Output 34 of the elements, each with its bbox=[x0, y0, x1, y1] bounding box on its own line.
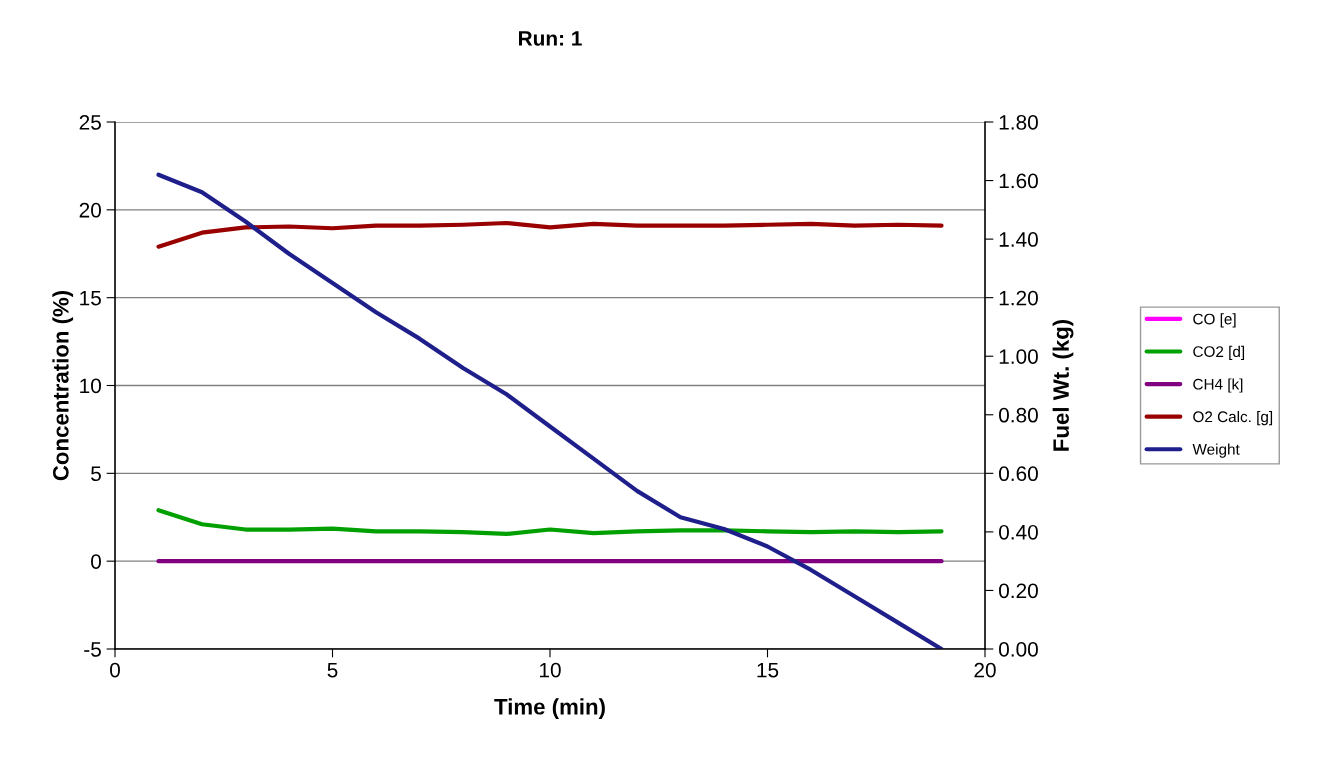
y-tick-label: -5 bbox=[84, 642, 101, 657]
y2-tick-label: 1.00 bbox=[999, 349, 1038, 364]
y-axis-title: Concentration (%) bbox=[52, 290, 74, 481]
y2-tick-label: 1.60 bbox=[999, 173, 1038, 189]
y-tick-label: 25 bbox=[79, 115, 101, 130]
x-tick-label: 10 bbox=[540, 662, 561, 678]
line-series bbox=[156, 172, 944, 649]
y2-tick-label: 1.40 bbox=[999, 232, 1038, 247]
y2-axis-title: Fuel Wt. (kg) bbox=[1052, 319, 1074, 451]
legend-label: Weight bbox=[1192, 443, 1240, 458]
line-series bbox=[156, 508, 944, 537]
x-tick-label: 5 bbox=[327, 662, 338, 678]
chart-title: Run: 1 bbox=[518, 31, 582, 46]
x-tick-label: 15 bbox=[757, 662, 779, 678]
y2-tick-label: 0.60 bbox=[999, 466, 1038, 482]
y-tick-label: 20 bbox=[79, 202, 101, 218]
legend-label: CO2 [d] bbox=[1193, 345, 1245, 361]
x-tick-label: 0 bbox=[110, 662, 120, 678]
y2-tick-label: 0.40 bbox=[999, 524, 1038, 540]
y-tick-label: 10 bbox=[80, 378, 101, 394]
legend-label: CH4 [k] bbox=[1193, 378, 1243, 393]
y2-tick-label: 1.20 bbox=[999, 290, 1038, 306]
y2-tick-label: 0.20 bbox=[999, 583, 1038, 599]
y-tick-label: 5 bbox=[91, 466, 101, 482]
legend-label: CO [e] bbox=[1193, 313, 1236, 328]
y-tick-label: 0 bbox=[91, 554, 101, 569]
x-axis-title: Time (min) bbox=[494, 698, 605, 719]
y-tick-label: 15 bbox=[80, 290, 101, 306]
legend-label: O2 Calc. [g] bbox=[1193, 410, 1273, 426]
x-tick-label: 20 bbox=[974, 662, 996, 678]
y2-tick-label: 0.80 bbox=[999, 407, 1038, 423]
y2-tick-label: 0.00 bbox=[999, 642, 1038, 657]
y2-tick-label: 1.80 bbox=[999, 115, 1038, 130]
line-series bbox=[156, 220, 944, 249]
